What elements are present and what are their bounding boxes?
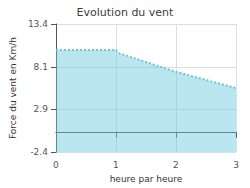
svg-text:-2.4: -2.4: [30, 147, 48, 157]
svg-text:Force du vent en Km/h: Force du vent en Km/h: [8, 37, 18, 139]
svg-text:3: 3: [233, 160, 239, 170]
svg-text:8.1: 8.1: [34, 62, 48, 72]
svg-text:13.4: 13.4: [28, 19, 48, 29]
svg-text:0: 0: [53, 160, 59, 170]
svg-text:Evolution du vent: Evolution du vent: [77, 6, 174, 19]
svg-text:1: 1: [113, 160, 119, 170]
svg-text:2: 2: [173, 160, 179, 170]
svg-text:2.9: 2.9: [34, 104, 49, 114]
svg-text:heure par heure: heure par heure: [110, 174, 183, 184]
